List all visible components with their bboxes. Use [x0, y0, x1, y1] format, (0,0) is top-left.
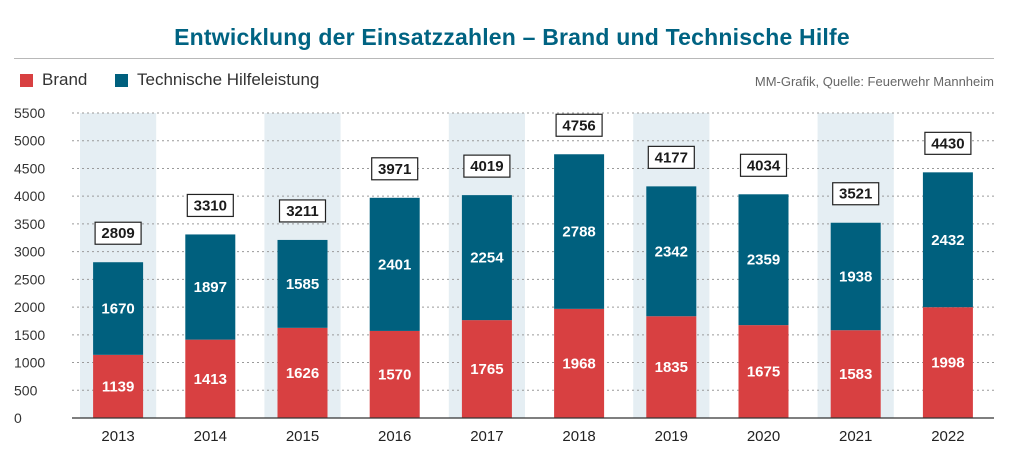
total-label-2018: 4756	[562, 117, 595, 134]
x-tick-label-2015: 2015	[286, 428, 319, 445]
bar-brand-2020	[738, 325, 789, 418]
y-tick-label-4500: 4500	[14, 160, 45, 176]
label-brand-2019: 1835	[655, 359, 688, 376]
legend-thl-swatch	[115, 73, 128, 87]
y-tick-label-2500: 2500	[14, 271, 45, 287]
label-brand-2020: 1675	[747, 364, 780, 381]
source-note: MM-Grafik, Quelle: Feuerwehr Mannheim	[754, 74, 994, 89]
total-label-2013: 2809	[101, 225, 134, 242]
x-tick-label-2013: 2013	[101, 428, 134, 445]
legend-thl: Technische Hilfeleistung	[115, 70, 319, 90]
x-tick-label-2018: 2018	[562, 428, 595, 445]
label-thl-2016: 2401	[378, 256, 411, 273]
y-tick-label-1500: 1500	[14, 327, 45, 343]
y-tick-label-2000: 2000	[14, 299, 45, 315]
y-tick-label-3500: 3500	[14, 216, 45, 232]
bar-thl-2017	[461, 195, 512, 321]
total-label-2019: 4177	[655, 149, 688, 166]
legend-brand-swatch	[20, 73, 33, 87]
y-tick-label-500: 500	[14, 382, 38, 398]
bar-thl-2013	[93, 262, 144, 355]
total-box-2018	[555, 113, 603, 137]
y-tick-label-5500: 5500	[14, 105, 45, 121]
label-brand-2015: 1626	[286, 365, 319, 382]
label-brand-2021: 1583	[839, 366, 872, 383]
legend-brand-label: Brand	[42, 70, 88, 89]
bar-brand-2013	[93, 354, 144, 418]
bar-brand-2015	[277, 327, 328, 418]
bar-thl-2021	[830, 222, 881, 331]
bar-thl-2014	[185, 234, 236, 340]
chart-title: Entwicklung der Einsatzzahlen – Brand un…	[174, 24, 850, 50]
bar-thl-2015	[277, 239, 328, 328]
label-thl-2018: 2788	[562, 224, 595, 241]
x-tick-label-2019: 2019	[655, 428, 688, 445]
legend-brand: Brand	[20, 70, 87, 90]
label-brand-2018: 1968	[562, 355, 595, 372]
total-box-2021	[832, 182, 880, 206]
label-thl-2021: 1938	[839, 268, 872, 285]
label-thl-2013: 1670	[101, 301, 134, 318]
bar-thl-2019	[646, 186, 697, 317]
y-tick-label-4000: 4000	[14, 188, 45, 204]
label-thl-2014: 1897	[194, 279, 227, 296]
total-box-2022	[924, 131, 972, 155]
bar-brand-2022	[922, 307, 973, 418]
label-thl-2015: 1585	[286, 276, 319, 293]
total-box-2017	[463, 154, 511, 178]
total-box-2016	[371, 157, 419, 181]
label-brand-2016: 1570	[378, 366, 411, 383]
bar-brand-2014	[185, 339, 236, 418]
total-box-2013	[94, 221, 142, 245]
total-box-2019	[647, 145, 695, 169]
x-tick-label-2017: 2017	[470, 428, 503, 445]
total-label-2015: 3211	[286, 203, 319, 220]
total-label-2021: 3521	[839, 186, 872, 203]
bar-brand-2019	[646, 316, 697, 418]
bar-thl-2018	[554, 154, 605, 309]
y-tick-label-0: 0	[14, 410, 22, 426]
bar-thl-2020	[738, 194, 789, 326]
x-tick-label-2016: 2016	[378, 428, 411, 445]
x-tick-label-2022: 2022	[931, 428, 964, 445]
total-label-2020: 4034	[747, 157, 781, 174]
total-label-2022: 4430	[931, 135, 964, 152]
x-tick-label-2020: 2020	[747, 428, 780, 445]
legend-thl-label: Technische Hilfeleistung	[137, 70, 320, 89]
label-thl-2022: 2432	[931, 232, 964, 249]
y-tick-label-5000: 5000	[14, 133, 45, 149]
bar-thl-2016	[369, 197, 420, 331]
label-brand-2014: 1413	[194, 371, 227, 388]
label-brand-2017: 1765	[470, 361, 503, 378]
bar-brand-2016	[369, 330, 420, 418]
total-box-2015	[278, 199, 327, 223]
label-brand-2022: 1998	[931, 355, 964, 372]
bar-brand-2021	[830, 330, 881, 418]
title-divider	[14, 58, 994, 59]
x-tick-label-2021: 2021	[839, 428, 872, 445]
y-tick-label-3000: 3000	[14, 244, 45, 260]
total-label-2017: 4019	[470, 158, 503, 175]
bar-thl-2022	[922, 172, 973, 308]
label-brand-2013: 1139	[102, 378, 135, 395]
total-label-2016: 3971	[378, 161, 411, 178]
label-thl-2017: 2254	[470, 250, 504, 267]
total-box-2014	[186, 193, 234, 218]
total-label-2014: 3310	[194, 197, 227, 214]
total-box-2020	[739, 153, 788, 177]
x-tick-label-2014: 2014	[194, 428, 227, 445]
bar-brand-2017	[461, 320, 512, 418]
label-thl-2019: 2342	[655, 243, 688, 260]
y-tick-label-1000: 1000	[14, 355, 45, 371]
label-thl-2020: 2359	[747, 252, 780, 269]
bar-brand-2018	[554, 308, 605, 418]
